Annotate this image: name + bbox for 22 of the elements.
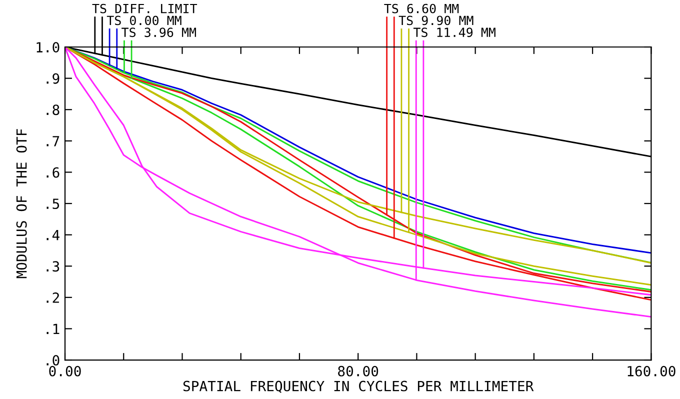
y-tick-label: .0 — [46, 355, 60, 366]
text: TS 6.60 MM — [384, 4, 459, 14]
y-tick-label: .5 — [46, 198, 60, 210]
text: TS DIFF. LIMIT — [92, 4, 198, 14]
y-axis-title: MODULUS OF THE OTF — [16, 129, 27, 278]
y-tick-label: .6 — [46, 167, 60, 178]
text: TS 9.90 MM — [398, 16, 474, 26]
x-axis-title: SPATIAL FREQUENCY IN CYCLES PER MILLIMETER — [183, 380, 534, 393]
y-tick-label: .8 — [46, 104, 60, 116]
text: TS 11.49 MM — [413, 28, 496, 38]
y-tick-label: .9 — [46, 73, 60, 84]
x-tick-label: 160.00 — [628, 366, 676, 376]
x-tick-label: 80.00 — [338, 366, 378, 376]
y-tick-label: .2 — [46, 292, 59, 303]
y-tick-label: .1 — [46, 324, 60, 334]
y-tick-label: .7 — [46, 136, 60, 146]
text: TS 3.96 MM — [122, 28, 196, 38]
y-tick-label: 1.0 — [36, 42, 60, 53]
text: TS 0.00 MM — [106, 16, 182, 26]
y-tick-label: .4 — [46, 230, 60, 240]
x-tick-label: 0.00 — [49, 366, 81, 376]
y-tick-label: .3 — [46, 261, 60, 272]
